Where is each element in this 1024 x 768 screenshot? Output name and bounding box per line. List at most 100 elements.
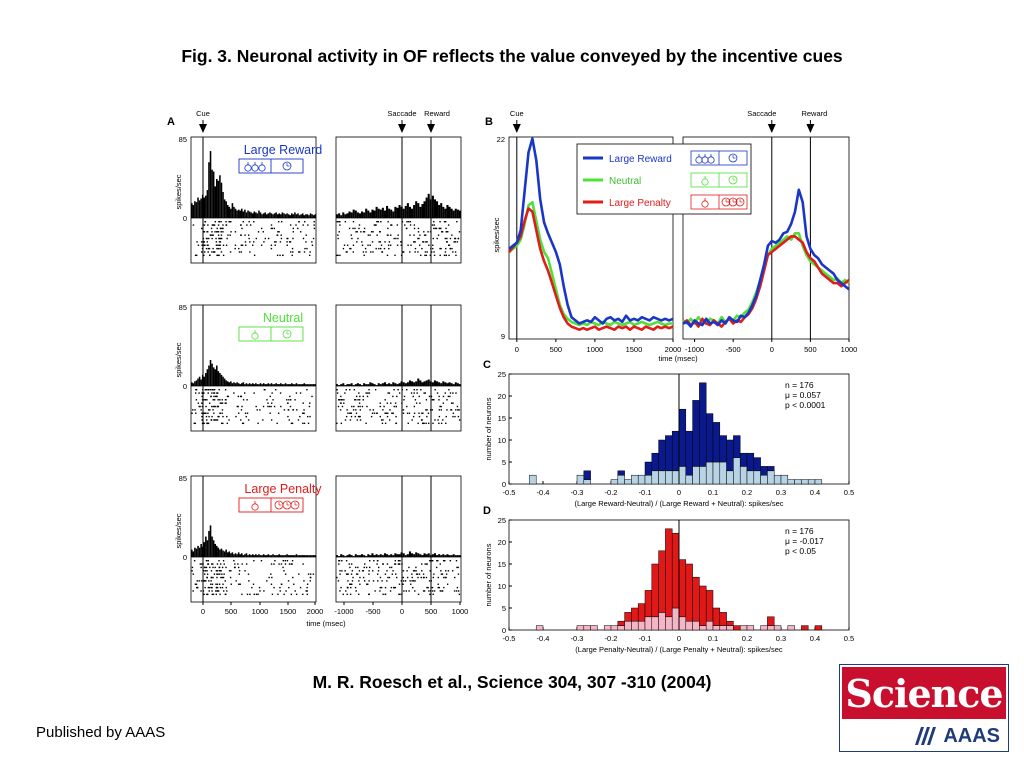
panel-a-large-reward-right-spike bbox=[456, 221, 458, 223]
panel-a-large-reward-right-spike bbox=[444, 237, 447, 240]
panel-a-large-penalty-right-bar bbox=[371, 553, 374, 557]
panel-a-neutral-right-spike bbox=[425, 409, 427, 411]
panel-a-large-reward-right-spike bbox=[350, 234, 352, 236]
panel-a-large-penalty-right-spike bbox=[428, 580, 431, 582]
panel-a-neutral-right-spike bbox=[395, 415, 397, 418]
panel-a-neutral-right-spike bbox=[433, 399, 435, 401]
panel-a-neutral-left-bar bbox=[208, 365, 210, 386]
panel-a-large-penalty-right-spike bbox=[457, 566, 459, 569]
panel-a-neutral-right-bar bbox=[413, 382, 416, 386]
panel-a-large-reward-right-spike bbox=[357, 237, 359, 240]
panel-a-large-penalty-left-spike bbox=[216, 570, 219, 572]
panel-a-neutral-left-spike bbox=[311, 395, 313, 398]
panel-a-large-penalty-left-spike bbox=[271, 593, 274, 596]
panel-a-reward-arrow bbox=[427, 124, 435, 133]
panel-a-large-reward-right-bar bbox=[336, 214, 339, 218]
panel-a-large-reward-right-bar bbox=[452, 210, 455, 218]
panel-a-large-reward-left-spike bbox=[203, 241, 205, 243]
panel-a-large-penalty-right-spike bbox=[352, 576, 354, 579]
panel-a-large-reward-right-bar bbox=[415, 201, 418, 218]
panel-a-neutral-left-spike bbox=[197, 402, 200, 404]
panel-a-neutral-right-spike bbox=[338, 399, 340, 401]
panel-a-large-penalty-left-spike bbox=[241, 563, 243, 565]
panel-a-neutral-left-spike bbox=[243, 392, 246, 394]
panel-a-large-penalty-right-spike bbox=[354, 586, 357, 589]
panel-a-neutral-right-bar bbox=[446, 383, 449, 386]
panel-c-bar-significant bbox=[665, 435, 673, 472]
panel-a-neutral-left-spike bbox=[286, 399, 288, 401]
panel-a-large-penalty-left-spike bbox=[197, 586, 199, 589]
panel-a-large-penalty-left-spike bbox=[271, 576, 273, 579]
panel-a-large-penalty-left-spike bbox=[210, 583, 212, 585]
panel-a-neutral-right-spike bbox=[450, 409, 453, 411]
panel-c-bar-not-significant bbox=[719, 461, 727, 485]
panel-a-neutral-right-bar bbox=[390, 384, 393, 386]
panel-a-neutral-right-spike bbox=[380, 419, 383, 421]
panel-a-large-penalty-left-spike bbox=[288, 586, 290, 589]
panel-a-neutral-left-spike bbox=[267, 402, 269, 404]
panel-a-neutral-left-spike bbox=[213, 419, 215, 421]
panel-c-xtick-label: -0.2 bbox=[605, 488, 618, 497]
panel-a-large-reward-right-spike bbox=[393, 237, 395, 240]
panel-a-neutral-ymin-label: 0 bbox=[183, 382, 187, 391]
panel-a-neutral-left-spike bbox=[204, 399, 207, 401]
panel-a-neutral-right-bar bbox=[361, 385, 364, 386]
panel-b-legend-large-penalty-clock-icon-2 bbox=[728, 197, 738, 207]
panel-a-large-reward-right-spike bbox=[345, 251, 347, 253]
panel-a-large-reward-left-spike bbox=[201, 244, 203, 246]
panel-a-large-reward-right-spike bbox=[352, 251, 355, 253]
panel-a-neutral-left-spike bbox=[201, 402, 203, 404]
panel-a-large-reward-right-spike bbox=[352, 221, 355, 223]
panel-a-neutral-right-bar bbox=[408, 380, 411, 386]
panel-a-large-penalty-left-spike bbox=[253, 593, 255, 596]
panel-c-bar-not-significant bbox=[712, 461, 721, 485]
panel-a-large-penalty-left-bar bbox=[236, 554, 238, 557]
panel-a-neutral-right-spike bbox=[416, 389, 418, 391]
panel-a-neutral-right-spike bbox=[355, 395, 358, 398]
panel-c-xtick-label: 0.2 bbox=[742, 488, 752, 497]
panel-a-neutral-right-spike bbox=[385, 412, 388, 414]
panel-a-large-penalty-left-spike bbox=[309, 576, 312, 579]
panel-a-neutral-right-spike bbox=[340, 422, 343, 425]
panel-a-large-reward-right-bar bbox=[390, 209, 393, 218]
panel-a-large-reward-left-spike bbox=[240, 224, 242, 226]
panel-a-large-penalty-left-bar bbox=[261, 555, 263, 557]
panel-a-neutral-right-spike bbox=[357, 405, 360, 408]
panel-a-neutral-left-bar bbox=[300, 384, 302, 386]
panel-a-large-penalty-right-spike bbox=[402, 580, 405, 582]
panel-a-large-reward-left-bar bbox=[198, 200, 201, 218]
panel-b-legend-large-penalty-label: Large Penalty bbox=[609, 198, 671, 209]
panel-a-large-reward-right-bar bbox=[352, 209, 355, 218]
panel-a-neutral-right-spike bbox=[458, 409, 460, 411]
panel-a-large-reward-left-bar bbox=[200, 198, 202, 218]
panel-a-large-penalty-right-bar bbox=[342, 555, 345, 557]
panel-a-large-penalty-right-spike bbox=[430, 560, 433, 562]
panel-a-large-reward-left-spike bbox=[276, 254, 279, 257]
panel-a-neutral-right-spike bbox=[440, 405, 442, 408]
panel-a-large-penalty-left-spike bbox=[205, 580, 207, 582]
panel-a-large-reward-right-spike bbox=[421, 247, 423, 250]
panel-a-large-reward-right-spike bbox=[407, 244, 409, 246]
panel-d-bar-not-significant bbox=[583, 625, 591, 631]
panel-a-neutral-right-spike bbox=[379, 405, 381, 408]
panel-a-large-penalty-right-bar bbox=[379, 554, 382, 557]
panel-a-neutral-right-bar bbox=[342, 383, 345, 386]
panel-a-large-penalty-left-spike bbox=[215, 570, 218, 572]
panel-d-bar-significant bbox=[719, 612, 727, 626]
panel-a-large-penalty-left-spike bbox=[285, 590, 287, 592]
panel-b-left-frame bbox=[508, 136, 674, 340]
panel-a-large-penalty-left-spike bbox=[198, 580, 200, 582]
panel-a-neutral-left-spike bbox=[201, 405, 204, 408]
panel-a-large-reward-left-bar bbox=[262, 213, 265, 218]
panel-a-large-penalty-right-spike bbox=[400, 580, 403, 582]
panel-a-large-penalty-right-spike bbox=[439, 563, 441, 565]
panel-a-large-reward-right-spike bbox=[404, 224, 406, 226]
panel-a-large-reward-left-bar bbox=[217, 180, 220, 218]
panel-a-large-reward-right-spike bbox=[380, 221, 382, 223]
science-logo-word: Science bbox=[845, 670, 1003, 716]
panel-c-bar-not-significant bbox=[692, 466, 700, 485]
panel-a-large-reward-left-spike bbox=[291, 247, 294, 250]
panel-a-large-penalty-left-bar bbox=[239, 554, 241, 557]
panel-a-large-reward-right-spike bbox=[445, 227, 447, 230]
